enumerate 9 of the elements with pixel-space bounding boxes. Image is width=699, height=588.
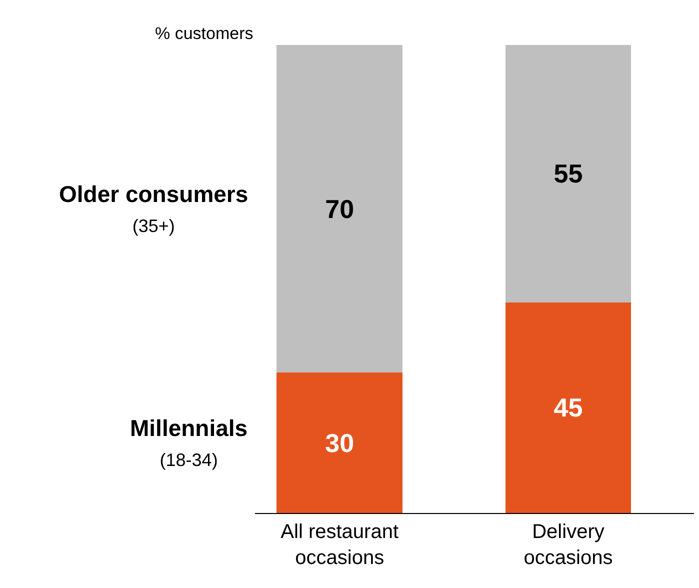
data-label: 30 (325, 428, 354, 458)
x-tick-label: All restaurant occasions (280, 521, 399, 569)
x-tick-label: Delivery occasions (524, 521, 613, 569)
data-label: 45 (554, 392, 583, 423)
data-label: 70 (325, 194, 354, 224)
y-axis-title: % customers (155, 24, 254, 43)
series-label: Older consumers (35+) (59, 181, 248, 236)
data-label: 55 (554, 158, 583, 189)
series-label: Millennials (18-34) (130, 415, 248, 470)
